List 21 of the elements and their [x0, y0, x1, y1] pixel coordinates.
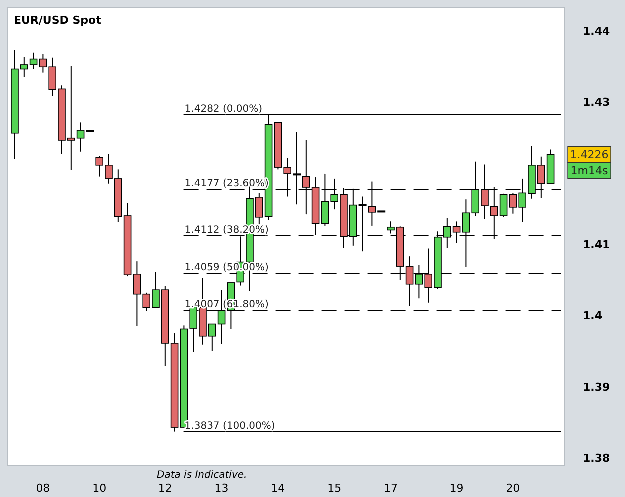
text: 1m14s [570, 164, 608, 178]
ref-line-label: 1.3837 (100.00%) [184, 420, 276, 432]
x-tick-label: 20 [506, 482, 520, 495]
x-tick-label: 12 [158, 482, 172, 495]
text: EUR/USD Spot [14, 14, 102, 27]
annotation: 1.4226 [570, 148, 609, 162]
x-tick-label: 13 [214, 482, 229, 495]
x-tick-label: 15 [328, 482, 342, 495]
y-tick-label: 1.39 [583, 380, 610, 394]
ref-line-label: 1.4282 (0.00%) [184, 104, 263, 115]
text: Data is Indicative. [157, 470, 248, 481]
y-tick-label: 1.44 [583, 24, 610, 38]
x-tick-label: 19 [450, 482, 464, 495]
x-tick-label: 14 [271, 482, 286, 495]
y-tick-label: 1.38 [583, 452, 610, 466]
x-tick-label: 08 [36, 482, 50, 495]
y-tick-label: 1.43 [583, 96, 610, 110]
x-tick-label: 10 [92, 482, 107, 495]
y-tick-label: 1.4 [583, 310, 603, 323]
y-tick-label: 1.41 [583, 238, 610, 252]
x-tick-label: 17 [384, 482, 398, 495]
